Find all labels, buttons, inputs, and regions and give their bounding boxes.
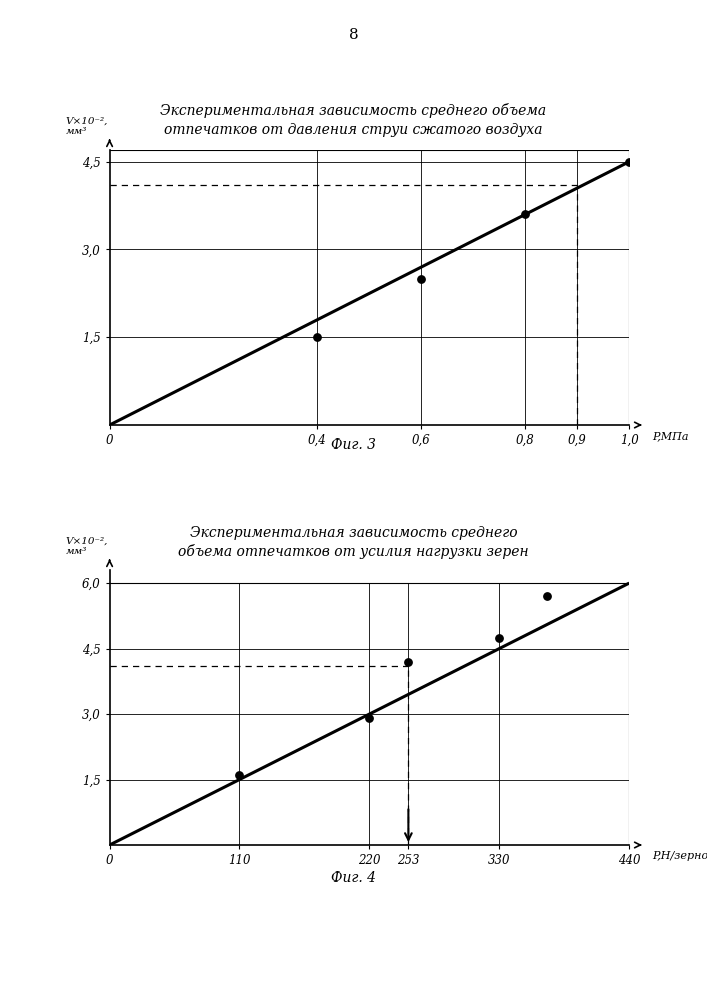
Point [624, 154, 635, 170]
Text: объема отпечатков от усилия нагрузки зерен: объема отпечатков от усилия нагрузки зер… [178, 544, 529, 559]
Point [493, 630, 505, 646]
Text: Фиг. 3: Фиг. 3 [331, 438, 376, 452]
Text: Экспериментальная зависимость среднего: Экспериментальная зависимость среднего [189, 526, 518, 540]
Text: P,МПа: P,МПа [653, 431, 689, 441]
Text: отпечатков от давления струи сжатого воздуха: отпечатков от давления струи сжатого воз… [164, 123, 543, 137]
Point [416, 271, 427, 287]
Text: Фиг. 4: Фиг. 4 [331, 871, 376, 885]
Point [312, 329, 323, 345]
Text: V×10⁻²,
мм³: V×10⁻², мм³ [66, 117, 107, 136]
Point [234, 767, 245, 783]
Point [520, 206, 531, 222]
Text: 8: 8 [349, 28, 358, 42]
Text: P,Н/зерно: P,Н/зерно [653, 851, 707, 861]
Text: V×10⁻²,
мм³: V×10⁻², мм³ [66, 537, 107, 556]
Point [363, 710, 375, 726]
Point [403, 654, 414, 670]
Point [541, 588, 552, 604]
Text: Экспериментальная зависимость среднего объема: Экспериментальная зависимость среднего о… [160, 103, 547, 118]
